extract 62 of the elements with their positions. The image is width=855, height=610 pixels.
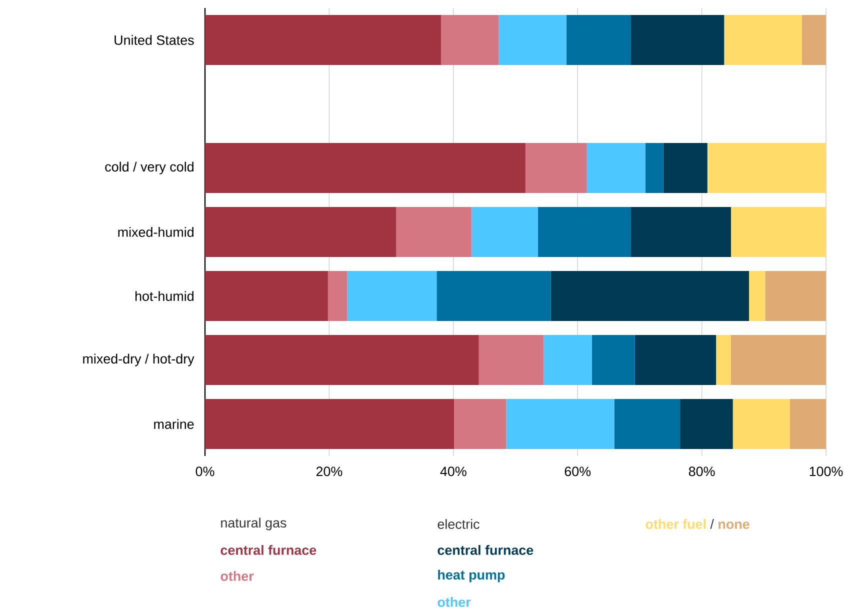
x-tick-label: 0% [196, 466, 214, 476]
bar [204, 335, 479, 386]
text: electric [438, 519, 480, 529]
bar [550, 271, 749, 322]
bar [566, 15, 632, 66]
x-tick-label: 40% [440, 466, 466, 476]
x-tick-label: 80% [688, 466, 715, 476]
bar [440, 15, 499, 66]
text: other [220, 571, 254, 581]
bar [543, 335, 592, 386]
bar [347, 271, 437, 322]
y-tick-label: United States [114, 35, 194, 45]
bar [634, 335, 716, 386]
bar [732, 399, 790, 450]
bar [396, 207, 472, 258]
bar [716, 335, 731, 386]
bar [538, 207, 632, 258]
bar [730, 335, 826, 386]
text: other [438, 597, 471, 607]
bar [204, 143, 526, 194]
bar [328, 271, 348, 322]
bar [802, 15, 826, 66]
bar [204, 207, 396, 258]
bar [454, 399, 506, 450]
bar [204, 15, 441, 66]
bar [586, 143, 646, 194]
text: natural gas [221, 518, 286, 530]
bar [645, 143, 664, 194]
bar [204, 271, 328, 322]
bar [765, 271, 826, 322]
bar [498, 15, 566, 66]
x-tick-label: 60% [564, 466, 591, 476]
bar [680, 399, 733, 450]
y-tick-label: mixed-humid [118, 227, 194, 237]
bar [790, 399, 826, 450]
x-tick-label: 100% [810, 466, 843, 476]
y-tick-label: cold / very cold [105, 162, 194, 174]
text: heat pump [438, 570, 505, 582]
bar [436, 271, 551, 322]
bar [204, 399, 454, 450]
bar [614, 399, 680, 450]
bar [730, 207, 826, 258]
bar [749, 271, 766, 322]
bar [478, 335, 544, 386]
bar [525, 143, 587, 194]
x-tick-label: 20% [316, 466, 342, 476]
text: other fuel [646, 519, 706, 529]
text: central furnace [438, 545, 534, 555]
bar [663, 143, 708, 194]
y-tick-label: hot-humid [135, 291, 194, 301]
y-tick-label: marine [154, 419, 194, 429]
text: / [710, 519, 714, 529]
bar [471, 207, 538, 258]
bar [724, 15, 802, 66]
bar [631, 15, 724, 66]
text: central furnace [220, 545, 316, 555]
text: none [718, 522, 750, 529]
bar [592, 335, 635, 386]
bar [631, 207, 731, 258]
bar [506, 399, 614, 450]
y-tick-label: mixed-dry / hot-dry [83, 354, 194, 366]
bar [707, 143, 826, 194]
